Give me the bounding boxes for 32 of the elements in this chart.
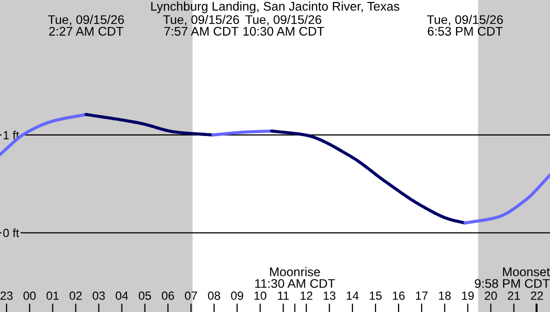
x-tick-label: 18 [439, 291, 451, 300]
annotation: Moonrise 11:30 AM CDT [255, 267, 336, 288]
x-tick-label: 10 [254, 291, 266, 300]
annotation: Moonset 9:58 PM CDT [474, 268, 550, 288]
x-tick-label: 13 [324, 291, 336, 300]
chart-title: Lynchburg Landing, San Jacinto River, Texas [151, 2, 400, 14]
x-tick-label: 00 [23, 291, 36, 300]
x-tick-label: 22 [530, 291, 543, 300]
x-tick-label: 04 [116, 291, 128, 300]
x-tick-label: 16 [392, 291, 405, 300]
x-tick-label: 19 [462, 291, 474, 300]
x-tick-label: 09 [231, 291, 244, 300]
x-tick-label: 17 [416, 292, 428, 300]
annotation: Tue, 09/15/26 2:27 AM CDT [48, 14, 124, 36]
annotation: Tue, 09/15/26 6:53 PM CDT [427, 14, 503, 36]
x-tick-label: 11 [278, 292, 289, 300]
x-tick-label: 15 [370, 292, 382, 300]
annotation: Tue, 09/15/26 10:30 AM CDT [243, 14, 324, 36]
x-tick-label: 14 [346, 292, 359, 300]
x-tick-label: 08 [208, 291, 220, 300]
x-tick-label: 12 [300, 291, 312, 300]
x-tick-label: 21 [508, 291, 520, 300]
y-tick-label: 0 ft [3, 228, 20, 238]
annotation: Tue, 09/15/26 7:57 AM CDT [163, 14, 239, 36]
x-tick-label: 05 [138, 291, 151, 300]
x-tick-label: 06 [162, 291, 174, 300]
x-tick-label: 23 [0, 291, 13, 300]
x-tick-label: 07 [184, 291, 197, 300]
x-tick-label: 03 [92, 291, 105, 300]
x-tick-label: 20 [484, 291, 497, 300]
x-tick-label: 01 [46, 291, 59, 300]
x-tick-label: 02 [70, 291, 82, 300]
